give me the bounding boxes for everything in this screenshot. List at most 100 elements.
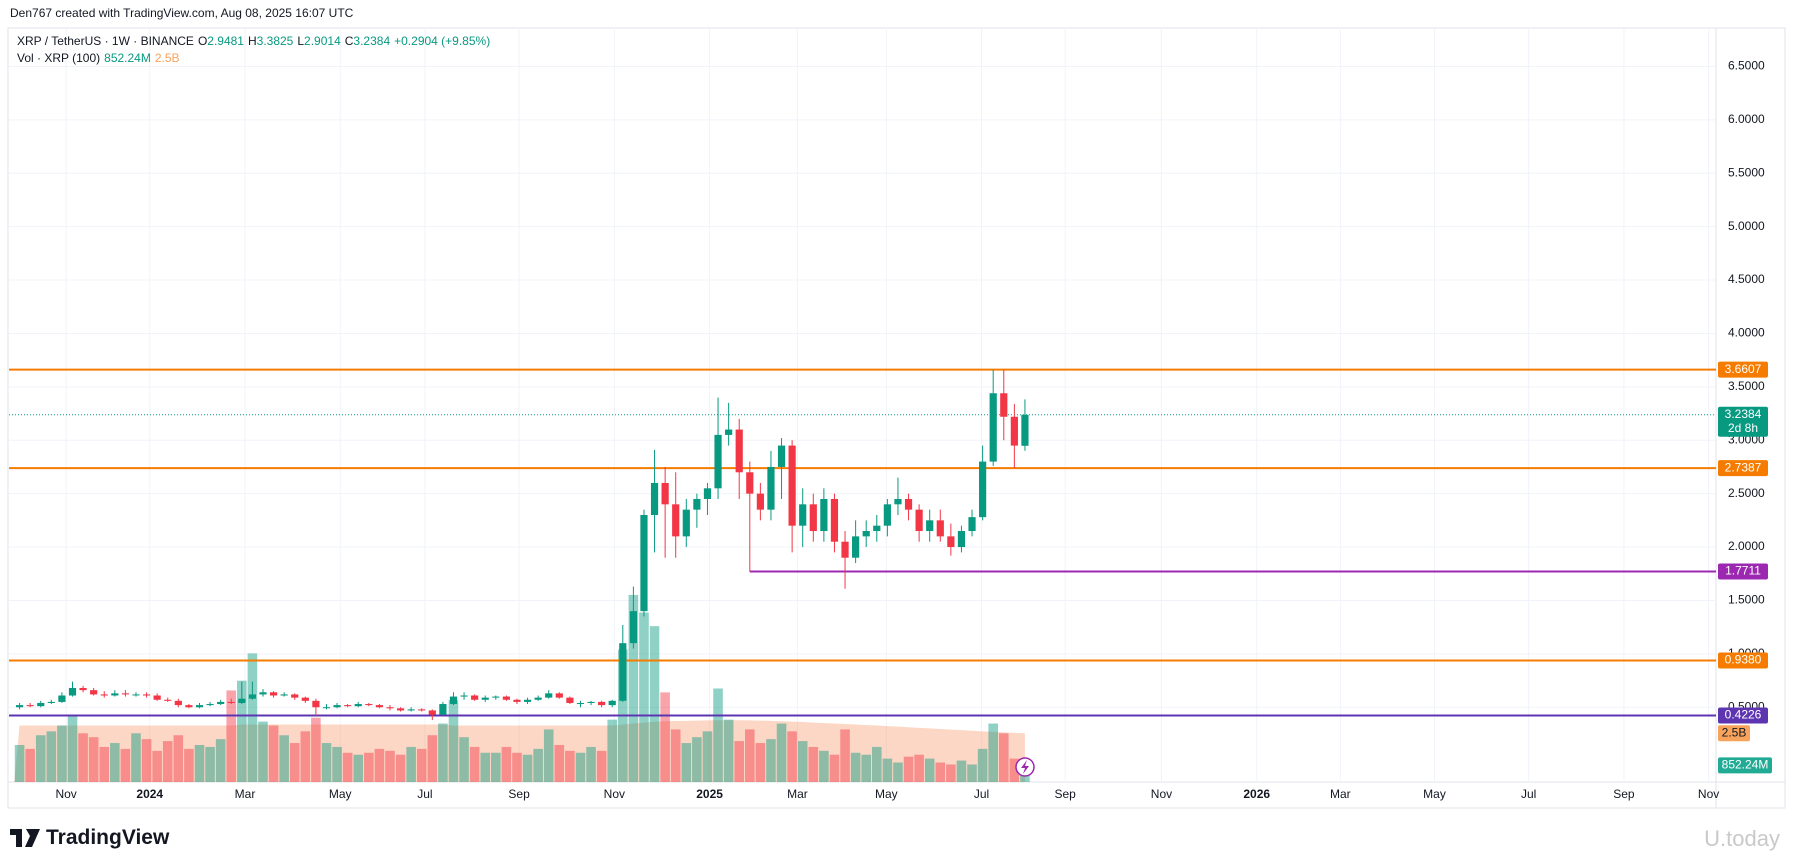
level-label-bg [1718, 361, 1768, 378]
volume-bar [205, 746, 215, 782]
x-tick-label: Jul [974, 787, 989, 801]
symbol-legend: XRP / TetherUS · 1W · BINANCE O2.9481 H3… [17, 34, 490, 48]
candle-body [830, 498, 839, 542]
candle-body [947, 536, 955, 548]
lightning-icon[interactable] [1015, 757, 1035, 777]
volume-bar [88, 737, 99, 782]
level-label: 1.7711 [1725, 564, 1761, 578]
candles [15, 369, 1029, 721]
volume-bar [882, 758, 893, 782]
candle-body [111, 693, 119, 696]
header: Den767 created with TradingView.com, Aug… [10, 6, 354, 20]
candle-body [926, 520, 934, 532]
candle-body [746, 472, 754, 494]
candle-body [767, 466, 775, 510]
x-tick-label: 2026 [1243, 787, 1270, 801]
volume-bar [459, 737, 469, 782]
candle-body [979, 461, 987, 518]
candle-body [1021, 414, 1029, 446]
candle-body [545, 693, 553, 698]
candle-body [206, 704, 214, 706]
volume-bar [395, 754, 406, 782]
current-price-bg [1718, 406, 1768, 437]
candle-body [799, 504, 807, 526]
candle-body [661, 482, 669, 505]
volume-bar [364, 752, 374, 782]
volume-bar [226, 690, 237, 782]
candle-body [301, 697, 309, 701]
y-tick-label: 4.5000 [1728, 272, 1765, 286]
candle-body [217, 701, 225, 705]
y-tick-label: 5.0000 [1728, 219, 1765, 233]
volume-bar [670, 729, 681, 782]
grid [9, 28, 1716, 782]
candle-body [629, 611, 637, 644]
candle-body [227, 701, 235, 703]
volume-bar [448, 700, 459, 782]
candle-body [619, 643, 627, 701]
y-tick-label: 2.5000 [1728, 486, 1765, 500]
volume-bar [903, 756, 914, 782]
candle-body [79, 688, 87, 691]
candle-body [714, 434, 722, 489]
volume-bar [522, 754, 533, 782]
volume-bar [575, 752, 586, 782]
candle-body [576, 702, 585, 704]
volume-bar [237, 680, 247, 782]
candle-body [248, 694, 257, 699]
volume-bar [893, 762, 903, 782]
volume-bar [956, 760, 967, 782]
candle-body [534, 697, 542, 700]
logo-text: TradingView [46, 826, 170, 849]
axes: 0.50001.00001.50002.00002.50003.00003.50… [55, 59, 1772, 801]
volume-bar [988, 723, 998, 782]
candle-body [756, 493, 764, 510]
volume-bar [279, 735, 289, 782]
volume-bar [438, 723, 448, 782]
volume-bar [512, 752, 522, 782]
change: +0.2904 (+9.85%) [394, 34, 491, 48]
x-tick-label: Mar [787, 787, 808, 801]
volume-bar [787, 731, 797, 782]
candle-body [957, 531, 966, 548]
volume-bar [342, 752, 353, 782]
candle-body [142, 694, 151, 696]
volume-bar [628, 594, 639, 782]
candle-body [153, 695, 161, 700]
candle-body [841, 541, 849, 558]
volume-bar [607, 719, 618, 782]
volume-bar [692, 737, 702, 782]
volume-bar [723, 719, 734, 782]
volume-bar [649, 626, 660, 782]
y-tick-label: 2.0000 [1728, 539, 1765, 553]
candle-body [90, 690, 98, 695]
candle-body [185, 705, 193, 708]
level-label: 0.9380 [1725, 653, 1762, 667]
chart-frame [7, 27, 1786, 809]
volume-bar [491, 752, 501, 782]
candle-body [58, 695, 66, 702]
volume-bar [268, 725, 279, 782]
o-value: 2.9481 [207, 34, 244, 48]
volume-bar [596, 750, 607, 782]
x-tick-label: May [1423, 787, 1446, 801]
x-tick-label: 2025 [696, 787, 723, 801]
candle-body [777, 445, 786, 467]
volume-bar [374, 748, 385, 782]
volume-bar [713, 688, 723, 782]
candle-body [1000, 393, 1008, 417]
volume-bar [766, 739, 776, 782]
x-tick-label: Nov [604, 787, 625, 801]
current-price-label: 3.2384 [1725, 407, 1762, 421]
volume-title: Vol · XRP (100) [17, 51, 101, 65]
candle-body [852, 536, 860, 558]
logo[interactable]: TradingView [10, 826, 169, 850]
volume-bar [311, 717, 321, 782]
watermark: U.today [1704, 826, 1780, 851]
candle-body [460, 695, 468, 697]
candle-body [238, 698, 246, 703]
candle-body [820, 498, 828, 532]
candle-body [587, 701, 595, 703]
